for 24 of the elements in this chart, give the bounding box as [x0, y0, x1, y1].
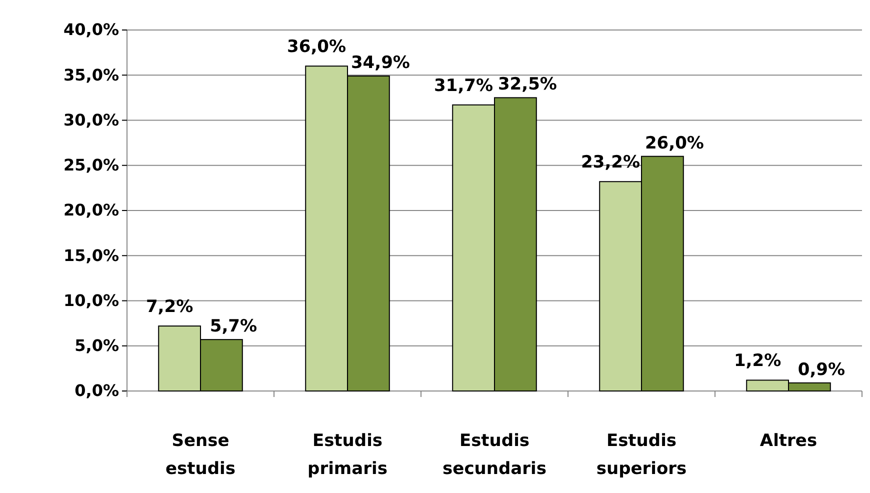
data-label: 23,2%: [581, 152, 640, 173]
data-label: 36,0%: [287, 37, 346, 58]
y-tick-label: 20,0%: [63, 200, 119, 220]
data-label: 32,5%: [498, 74, 557, 95]
data-label: 34,9%: [350, 53, 410, 74]
data-label: 5,7%: [210, 316, 258, 337]
x-tick-label: Estudis primaris: [308, 431, 388, 479]
y-tick-label: 40,0%: [63, 20, 119, 40]
data-label: 7,2%: [146, 297, 194, 318]
data-label: 1,2%: [734, 351, 782, 372]
y-tick-label: 10,0%: [63, 290, 119, 310]
y-tick-label: 0,0%: [74, 381, 119, 400]
x-tick-label: Estudis secundaris: [442, 431, 546, 479]
y-tick-label: 30,0%: [63, 110, 119, 130]
data-label: 31,7%: [434, 76, 494, 96]
data-label: 0,9%: [798, 360, 846, 380]
y-tick-label: 5,0%: [74, 336, 119, 355]
data-label: 26,0%: [644, 133, 704, 154]
y-tick-label: 25,0%: [63, 155, 119, 174]
x-tick-label: Sense estudis: [166, 431, 236, 479]
y-tick-label: 15,0%: [63, 246, 119, 265]
x-tick-label: Estudis superiors: [596, 431, 687, 479]
x-tick-label: Altres: [760, 431, 818, 451]
y-tick-label: 35,0%: [63, 65, 119, 84]
